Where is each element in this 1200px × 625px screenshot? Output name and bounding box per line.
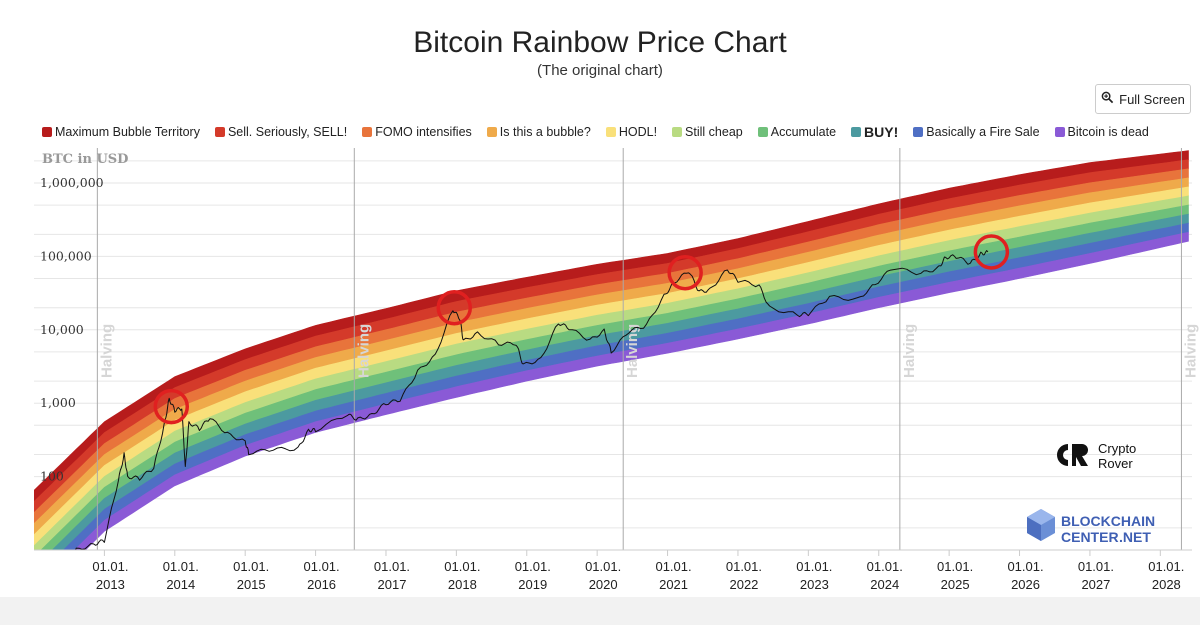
page-footer-bar [0, 597, 1200, 625]
x-tick-label: 2022 [729, 577, 758, 592]
legend-swatch [486, 127, 497, 137]
highlight-circle [436, 289, 473, 326]
legend-label: Still cheap [685, 125, 743, 139]
x-tick-label: 2027 [1081, 577, 1110, 592]
legend-label: FOMO intensifies [375, 125, 472, 139]
x-tick-label: 01.01. [374, 559, 410, 574]
x-tick-label: 2024 [870, 577, 899, 592]
legend-swatch [605, 127, 616, 137]
halving-label: Halving [355, 324, 372, 378]
rainbow-bands [34, 150, 1189, 550]
blockchain-text-2: CENTER [1061, 529, 1119, 545]
legend-label: HODL! [618, 125, 658, 139]
chart-title: Bitcoin Rainbow Price Chart [413, 26, 787, 59]
x-tick-label: 01.01. [515, 559, 551, 574]
x-tick-label: 2017 [378, 577, 407, 592]
fullscreen-label: Full Screen [1119, 91, 1185, 107]
legend-swatch [913, 127, 924, 137]
x-tick-label: 2019 [518, 577, 547, 592]
legend-swatch [362, 127, 373, 137]
x-tick-label: 01.01. [163, 559, 199, 574]
x-tick-label: 01.01. [655, 559, 691, 574]
legend-swatch [757, 127, 768, 137]
x-tick-label: 01.01. [233, 559, 269, 574]
legend-item-4[interactable]: Is this a bubble? [486, 125, 591, 139]
x-tick-label: 2021 [659, 577, 688, 592]
legend-swatch [42, 127, 52, 137]
crypto-rover-r-mark [1072, 444, 1088, 466]
x-tick-label: 2025 [941, 577, 970, 592]
highlight-circle [153, 388, 190, 425]
legend-item-10[interactable]: Bitcoin is dead [1054, 125, 1149, 139]
x-tick-label: 01.01. [1078, 559, 1114, 574]
y-tick-label: 1,000,000 [40, 175, 104, 190]
blockchain-text-1: BLOCKCHAIN [1061, 513, 1155, 529]
legend-item-7[interactable]: Accumulate [757, 125, 837, 139]
x-tick-label: 01.01. [937, 559, 973, 574]
legend-item-9[interactable]: Basically a Fire Sale [913, 125, 1040, 139]
highlight-circle [973, 234, 1010, 270]
legend-label: Sell. Seriously, SELL! [227, 125, 348, 139]
x-tick-label: 01.01. [444, 559, 480, 574]
y-tick-label: 10,000 [40, 322, 84, 337]
x-tick-label: 01.01. [1007, 559, 1043, 574]
x-tick-label: 2014 [166, 577, 195, 592]
x-tick-label: 2026 [1011, 577, 1040, 592]
x-tick-label: 2015 [237, 577, 266, 592]
halving-label: Halving [98, 324, 115, 378]
legend-item-1[interactable]: Maximum Bubble Territory [42, 125, 200, 139]
chart-subtitle: (The original chart) [537, 62, 663, 79]
x-tick-label: 2028 [1152, 577, 1181, 592]
magnifier-icon [1101, 91, 1114, 107]
legend-label: Accumulate [770, 125, 837, 139]
x-tick-label: 2023 [800, 577, 829, 592]
legend-item-2[interactable]: Sell. Seriously, SELL! [214, 125, 348, 139]
legend-item-8[interactable]: BUY! [851, 124, 898, 140]
y-axis-label: BTC in USD [42, 152, 128, 167]
x-tick-label: 01.01. [867, 559, 903, 574]
band-10 [74, 231, 1189, 550]
halving-label: Halving [624, 324, 641, 378]
crypto-rover-c-mark [1057, 444, 1068, 466]
legend-label: Is this a bubble? [499, 125, 591, 139]
price-line [75, 250, 989, 550]
blockchain-text-suffix: .NET [1119, 529, 1151, 545]
x-tick-label: 01.01. [726, 559, 762, 574]
x-tick-label: 01.01. [304, 559, 340, 574]
x-tick-label: 2018 [448, 577, 477, 592]
x-tick-label: 2016 [307, 577, 336, 592]
legend-swatch [851, 127, 862, 137]
legend-swatch [1054, 127, 1065, 137]
x-tick-label: 01.01. [585, 559, 621, 574]
legend-swatch [214, 127, 225, 137]
y-tick-label: 100 [40, 469, 64, 484]
legend-swatch [672, 127, 683, 137]
fullscreen-button[interactable]: Full Screen [1095, 84, 1191, 114]
x-tick-label: 01.01. [1148, 559, 1184, 574]
y-tick-label: 100,000 [40, 248, 92, 263]
x-tick-label: 2013 [96, 577, 125, 592]
rainbow-chart: Halving Halving Halving Halving Halving BTC i… [34, 148, 1199, 592]
legend-item-5[interactable]: HODL! [605, 125, 658, 139]
x-tick-label: 01.01. [92, 559, 128, 574]
cube-side [1027, 517, 1041, 541]
crypto-rover-text-2: Rover [1098, 456, 1133, 471]
legend-label: Maximum Bubble Territory [55, 125, 200, 139]
legend-item-3[interactable]: FOMO intensifies [362, 125, 472, 139]
legend-label: Basically a Fire Sale [926, 125, 1040, 139]
legend-item-6[interactable]: Still cheap [672, 125, 743, 139]
legend-label: BUY! [864, 124, 899, 140]
y-tick-label: 1,000 [40, 395, 76, 410]
x-tick-label: 2020 [589, 577, 618, 592]
x-tick-label: 01.01. [796, 559, 832, 574]
chart-legend: Maximum Bubble Territory Sell. Seriously,… [42, 124, 1164, 140]
crypto-rover-text-1: Crypto [1098, 441, 1136, 456]
highlight-circle [667, 254, 703, 291]
halving-label: Halving [1182, 324, 1199, 378]
halving-label: Halving [901, 324, 918, 378]
legend-label: Bitcoin is dead [1067, 125, 1149, 139]
